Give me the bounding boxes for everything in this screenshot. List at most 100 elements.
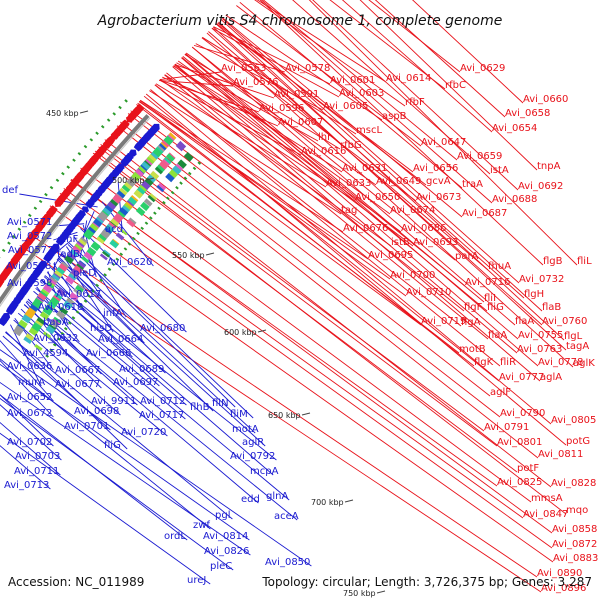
gene-label[interactable]: parA bbox=[455, 251, 479, 262]
gene-label[interactable]: Avi_0654 bbox=[492, 123, 537, 134]
gene-label[interactable]: flgA bbox=[461, 317, 481, 328]
gene-label[interactable]: flaA bbox=[515, 316, 534, 327]
gene-label[interactable]: flaA bbox=[488, 330, 507, 341]
gene-label[interactable]: Avi_0659 bbox=[457, 151, 502, 162]
gene-label[interactable]: ordL bbox=[164, 531, 186, 542]
gene-label[interactable]: Avi_0667 bbox=[55, 365, 100, 376]
gene-label[interactable]: Avi_0896 bbox=[541, 583, 586, 594]
gene-label[interactable]: flgH bbox=[524, 289, 544, 300]
gene-label[interactable]: Avi_0717 bbox=[139, 410, 184, 421]
gene-label[interactable]: Avi_0755 bbox=[518, 330, 563, 341]
gene-label[interactable]: tagA bbox=[566, 341, 589, 352]
gene-label[interactable]: Avi_0850 bbox=[265, 557, 310, 568]
gene-label[interactable]: Avi_0616 bbox=[301, 146, 346, 157]
gene-label[interactable]: pgl bbox=[215, 510, 230, 521]
gene-label[interactable]: Avi_0711 bbox=[14, 466, 59, 477]
gene-label[interactable]: Avi_0688 bbox=[492, 194, 537, 205]
gene-label[interactable]: Avi_0689 bbox=[119, 364, 164, 375]
gene-label[interactable]: Avi_0636 bbox=[7, 361, 52, 372]
gene-label[interactable]: flgF bbox=[464, 302, 483, 313]
gene-label[interactable]: Avi_0763 bbox=[517, 344, 562, 355]
gene-label[interactable]: aspB bbox=[382, 111, 407, 122]
gene-label[interactable]: Avi_0578 bbox=[285, 63, 330, 74]
gene-label[interactable]: fliG bbox=[104, 440, 121, 451]
gene-label[interactable]: rfbG bbox=[340, 140, 362, 151]
gene-label[interactable]: Avi_0791 bbox=[484, 422, 529, 433]
gene-label[interactable]: Avi_0571 bbox=[7, 217, 52, 228]
gene-label[interactable]: Avi_0713 bbox=[4, 480, 49, 491]
gene-label[interactable]: Avi_0603 bbox=[339, 88, 384, 99]
gene-label[interactable]: tnpA bbox=[537, 161, 561, 172]
gene-label[interactable]: Avi_0649 bbox=[376, 176, 421, 187]
gene-label[interactable]: Avi_0563 bbox=[221, 63, 266, 74]
gene-label[interactable]: aglF bbox=[490, 387, 511, 398]
gene-label[interactable]: Avi_0790 bbox=[500, 408, 545, 419]
gene-label[interactable]: Avi_0701 bbox=[64, 421, 109, 432]
gene-label[interactable]: Avi_4594 bbox=[23, 348, 68, 359]
gene-label[interactable]: Avi_0858 bbox=[552, 524, 597, 535]
gene-label[interactable]: flgK bbox=[474, 357, 494, 368]
gene-label[interactable]: Avi_0572 bbox=[7, 231, 52, 242]
gene-label[interactable]: pleC bbox=[210, 561, 232, 572]
gene-label[interactable]: hisD bbox=[90, 323, 112, 334]
gene-label[interactable]: Avi_0792 bbox=[230, 451, 275, 462]
gene-label[interactable]: Avi_0629 bbox=[460, 63, 505, 74]
gene-label[interactable]: Avi_0660 bbox=[523, 94, 568, 105]
gene-label[interactable]: istA bbox=[490, 165, 509, 176]
gene-label[interactable]: zwf bbox=[193, 520, 210, 531]
gene-label[interactable]: traA bbox=[462, 179, 483, 190]
gene-label[interactable]: Avi_0710 bbox=[406, 287, 451, 298]
gene-label[interactable]: Avi_0680 bbox=[140, 323, 185, 334]
gene-label[interactable]: Avi_0607 bbox=[278, 117, 323, 128]
gene-label[interactable]: infA bbox=[103, 308, 123, 319]
gene-label[interactable]: Avi_0617 bbox=[56, 289, 101, 300]
gene-label[interactable]: mcpA bbox=[250, 466, 279, 477]
gene-label[interactable]: mqo bbox=[566, 505, 588, 516]
gene-label[interactable]: lhr bbox=[318, 132, 332, 143]
gene-label[interactable]: Avi_0712 bbox=[140, 396, 185, 407]
gene-label[interactable]: motB bbox=[459, 344, 486, 355]
gene-label[interactable]: pleD bbox=[73, 268, 96, 279]
gene-label[interactable]: Avi_0847 bbox=[523, 509, 568, 520]
gene-label[interactable]: fliI bbox=[484, 293, 496, 304]
gene-label[interactable]: Avi_0719 bbox=[421, 316, 466, 327]
gene-label[interactable]: Avi_0620 bbox=[107, 257, 152, 268]
gene-label[interactable]: mscL bbox=[356, 125, 382, 136]
gene-label[interactable]: bapA bbox=[43, 317, 69, 328]
gene-label[interactable]: Avi_0805 bbox=[551, 415, 596, 426]
gene-label[interactable]: flaB bbox=[542, 302, 561, 313]
gene-label[interactable]: Avi_9911 bbox=[91, 396, 136, 407]
gene-label[interactable]: Avi_0673 bbox=[416, 192, 461, 203]
gene-label[interactable]: Avi_0650 bbox=[355, 192, 400, 203]
gene-label[interactable]: aglK bbox=[573, 358, 595, 369]
gene-label[interactable]: flhB bbox=[190, 402, 210, 413]
gene-label[interactable]: Avi_0872 bbox=[552, 539, 597, 550]
gene-label[interactable]: Avi_0777 bbox=[499, 372, 544, 383]
gene-label[interactable]: Avi_0614 bbox=[386, 73, 431, 84]
gene-label[interactable]: Avi_0676 bbox=[343, 223, 388, 234]
gene-label[interactable]: Avi_0826 bbox=[204, 546, 249, 557]
gene-label[interactable]: fliM bbox=[230, 409, 248, 420]
gene-label[interactable]: aglR bbox=[242, 437, 264, 448]
gene-label[interactable]: motA bbox=[232, 424, 259, 435]
gene-label[interactable]: Avi_0692 bbox=[518, 181, 563, 192]
gene-label[interactable]: Avi_0801 bbox=[497, 437, 542, 448]
gene-label[interactable]: Avi_0577 bbox=[8, 245, 53, 256]
gene-label[interactable]: fadB bbox=[57, 249, 80, 260]
gene-label[interactable]: Avi_0666 bbox=[86, 348, 131, 359]
gene-label[interactable]: ureJ bbox=[187, 575, 206, 586]
gene-label[interactable]: Avi_0652 bbox=[7, 392, 52, 403]
gene-label[interactable]: tag bbox=[341, 205, 357, 216]
gene-label[interactable]: Avi_0631 bbox=[342, 163, 387, 174]
gene-label[interactable]: Avi_0658 bbox=[505, 108, 550, 119]
gene-label[interactable]: rfbC bbox=[445, 80, 466, 91]
gene-label[interactable]: Avi_0698 bbox=[74, 406, 119, 417]
gene-label[interactable]: fliL bbox=[577, 256, 592, 267]
gene-label[interactable]: def bbox=[2, 185, 19, 196]
gene-label[interactable]: Avi_0828 bbox=[551, 478, 596, 489]
gene-label[interactable]: fliN bbox=[212, 398, 229, 409]
gene-label[interactable]: Avi_0677 bbox=[55, 379, 100, 390]
gene-label[interactable]: Avi_0686 bbox=[401, 223, 446, 234]
gene-label[interactable]: fliR bbox=[500, 357, 516, 368]
gene-label[interactable]: Avi_0716 bbox=[465, 277, 510, 288]
